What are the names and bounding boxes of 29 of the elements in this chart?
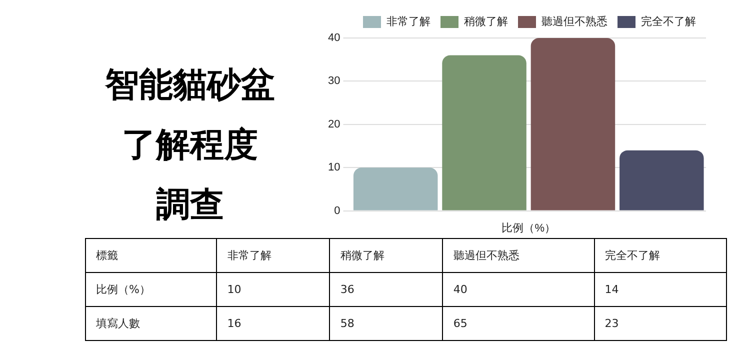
legend-label: 非常了解 [386,15,430,28]
text: 23 [594,306,726,340]
text: 36 [330,272,443,306]
legend-label: 聽過但不熟悉 [542,15,608,28]
text: 智能貓砂盆 [104,64,276,107]
text: 40 [442,272,594,306]
text: 標籤 [86,238,217,272]
text: 16 [216,306,330,340]
bar [442,55,526,210]
bar [530,38,616,210]
text: 聽過但不熟悉 [453,249,520,262]
y-tick-label: 10 [328,162,340,174]
text: 稍微了解 [340,249,384,262]
y-tick-label: 30 [328,75,340,88]
y-tick-label: 20 [328,118,340,130]
text: 14 [594,272,726,306]
text: 58 [330,306,443,340]
text: 比例（%） [86,272,217,306]
text: 完全不了解 [604,249,660,262]
text: 65 [442,306,594,340]
text: 非常了解 [227,249,272,262]
bar [620,150,704,210]
text: 填寫人數 [86,306,217,340]
legend-label: 完全不了解 [641,15,696,28]
text: 了解程度調查 [121,124,259,227]
legend-label: 稍微了解 [464,16,508,28]
y-tick-label: 0 [334,204,340,217]
y-tick-label: 40 [328,32,340,44]
bar [353,168,438,210]
